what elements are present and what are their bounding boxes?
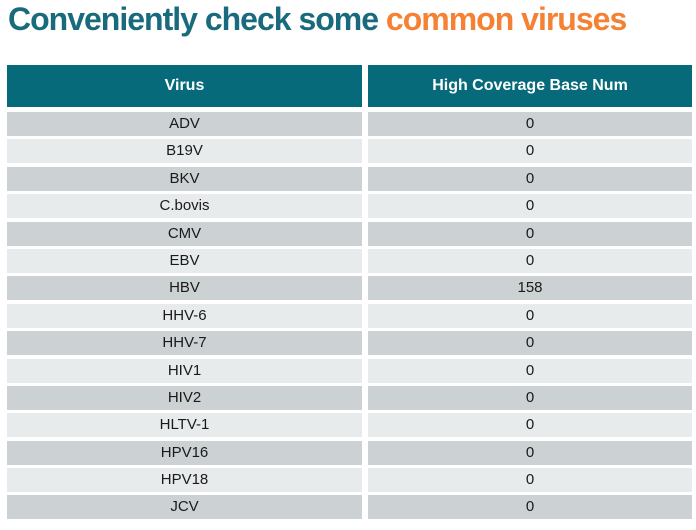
table-row: HIV1 0 <box>7 358 692 383</box>
value-cell: 0 <box>368 440 692 465</box>
virus-cell: BKV <box>7 166 362 191</box>
value-cell: 158 <box>368 276 692 301</box>
table-row: B19V 0 <box>7 139 692 164</box>
virus-cell: ADV <box>7 112 362 136</box>
table-row: HHV-7 0 <box>7 331 692 356</box>
virus-cell: HLTV-1 <box>7 413 362 438</box>
table-row: JCV 0 <box>7 495 692 520</box>
virus-cell: HHV-7 <box>7 331 362 356</box>
virus-cell: HPV18 <box>7 468 362 493</box>
virus-cell: HBV <box>7 276 362 301</box>
value-cell: 0 <box>368 303 692 328</box>
virus-cell: JCV <box>7 495 362 520</box>
value-cell: 0 <box>368 166 692 191</box>
value-cell: 0 <box>368 495 692 520</box>
virus-cell: HHV-6 <box>7 303 362 328</box>
table-header: Virus High Coverage Base Num <box>7 65 692 107</box>
value-cell: 0 <box>368 385 692 410</box>
header-cell-virus: Virus <box>7 65 362 107</box>
value-cell: 0 <box>368 221 692 246</box>
table-row: HPV18 0 <box>7 468 692 493</box>
value-cell: 0 <box>368 248 692 273</box>
value-cell: 0 <box>368 358 692 383</box>
value-cell: 0 <box>368 413 692 438</box>
virus-cell: HIV1 <box>7 358 362 383</box>
table-row: HPV16 0 <box>7 440 692 465</box>
value-cell: 0 <box>368 194 692 219</box>
value-cell: 0 <box>368 468 692 493</box>
virus-cell: HIV2 <box>7 385 362 410</box>
table-row: C.bovis 0 <box>7 194 692 219</box>
page-title: Conveniently check some common viruses <box>8 0 627 38</box>
table-row: CMV 0 <box>7 221 692 246</box>
value-cell: 0 <box>368 112 692 136</box>
value-cell: 0 <box>368 331 692 356</box>
table-row: BKV 0 <box>7 166 692 191</box>
virus-table: Virus High Coverage Base Num ADV 0 B19V 0 BK… <box>7 65 692 523</box>
title-part-teal: Conveniently check some <box>8 1 386 37</box>
table-row: ADV 0 <box>7 112 692 136</box>
table-row: HBV 158 <box>7 276 692 301</box>
virus-cell: C.bovis <box>7 194 362 219</box>
table-row: HHV-6 0 <box>7 303 692 328</box>
title-part-orange: common viruses <box>385 1 627 37</box>
virus-cell: CMV <box>7 221 362 246</box>
header-cell-value: High Coverage Base Num <box>368 65 692 107</box>
virus-cell: EBV <box>7 248 362 273</box>
value-cell: 0 <box>368 139 692 164</box>
virus-cell: HPV16 <box>7 440 362 465</box>
table-row: HLTV-1 0 <box>7 413 692 438</box>
virus-cell: B19V <box>7 139 362 164</box>
table-body: ADV 0 B19V 0 BKV 0 C.bovis 0 CMV 0 EBV 0 HBV 158 HHV-6… <box>7 112 692 520</box>
table-row: EBV 0 <box>7 248 692 273</box>
table-row: HIV2 0 <box>7 385 692 410</box>
